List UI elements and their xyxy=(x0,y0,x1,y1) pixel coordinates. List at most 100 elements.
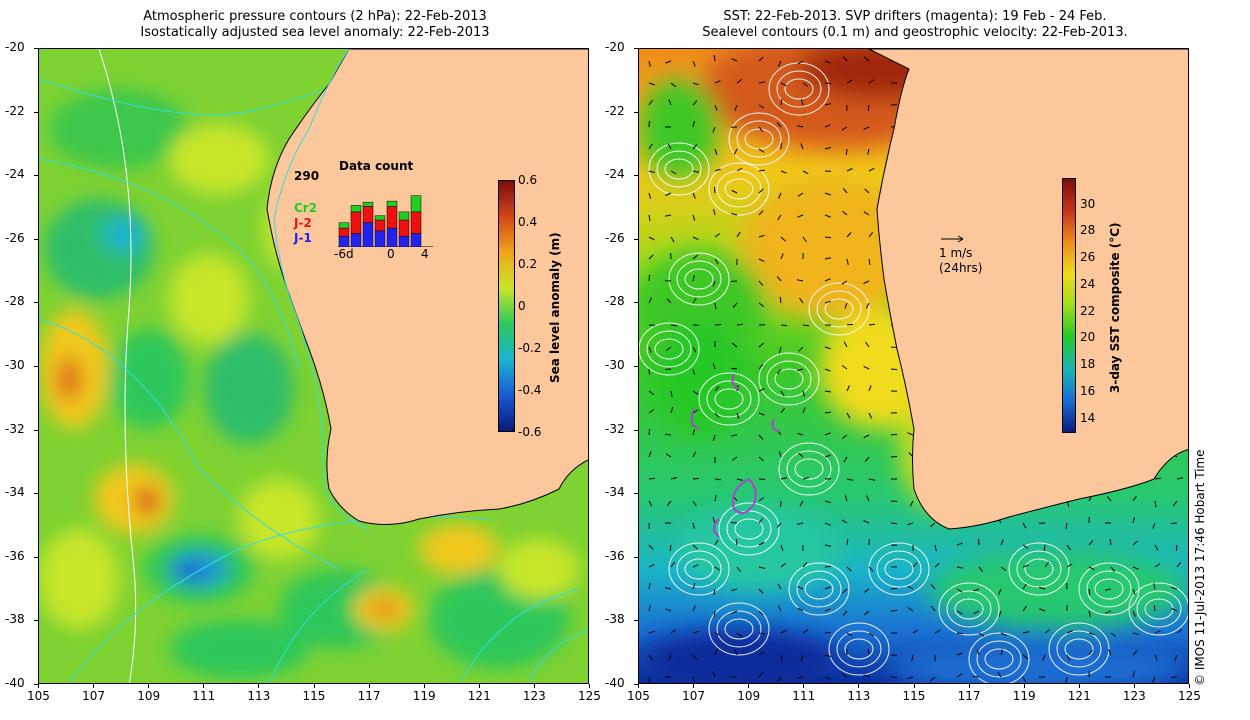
velocity-arrow xyxy=(1044,561,1050,568)
velocity-arrow xyxy=(714,80,721,84)
latitude-label: -28 xyxy=(5,294,25,309)
velocity-arrow xyxy=(868,258,871,265)
velocity-arrow xyxy=(669,544,672,551)
latitude-tick xyxy=(634,302,638,304)
velocity-arrow xyxy=(736,412,740,419)
velocity-arrow xyxy=(758,388,765,392)
longitude-tick xyxy=(968,684,970,688)
velocity-arrow xyxy=(648,563,655,568)
latitude-label: -30 xyxy=(5,358,25,372)
velocity-arrow xyxy=(824,586,831,590)
velocity-arrow xyxy=(648,630,655,634)
sealevel-contour xyxy=(724,618,754,640)
velocity-arrow xyxy=(692,429,696,436)
latitude-tick xyxy=(34,302,38,304)
sealevel-contour xyxy=(684,558,714,580)
legend-cr2: Cr2 xyxy=(294,201,318,215)
velocity-arrow xyxy=(670,629,677,634)
velocity-arrow xyxy=(797,676,804,679)
velocity-arrow xyxy=(665,214,672,217)
velocity-arrow xyxy=(846,385,850,392)
velocity-arrow xyxy=(973,588,980,592)
sealevel-contour xyxy=(1136,590,1182,628)
latitude-label: -26 xyxy=(605,230,625,245)
longitude-tick xyxy=(1189,684,1190,688)
latitude-label: -24 xyxy=(605,167,625,182)
sealevel-contour xyxy=(788,562,850,616)
right-title-line2: Sealevel contours (0.1 m) and geostrophi… xyxy=(702,25,1128,40)
latitude-tick xyxy=(634,429,638,431)
velocity-arrow xyxy=(692,60,696,67)
velocity-arrow xyxy=(777,605,782,612)
velocity-arrow xyxy=(1088,566,1095,571)
velocity-arrow xyxy=(797,368,804,372)
longitude-label: 115 xyxy=(902,689,926,703)
sealevel-contour xyxy=(654,338,684,360)
velocity-arrow xyxy=(802,82,809,87)
longitude-tick xyxy=(858,684,860,688)
sealevel-contour xyxy=(804,578,834,600)
velocity-arrow xyxy=(758,210,764,216)
velocity-arrow xyxy=(956,566,963,569)
longitude-label: 125 xyxy=(1178,689,1201,703)
velocity-arrow xyxy=(670,477,677,480)
velocity-arrow xyxy=(798,452,804,458)
sealevel-contour xyxy=(766,360,812,398)
velocity-arrow xyxy=(1039,608,1046,612)
velocity-arrow xyxy=(1174,654,1178,661)
velocity-arrow xyxy=(731,189,738,194)
longitude-label: 107 xyxy=(82,689,105,703)
velocity-arrow xyxy=(648,143,653,150)
velocity-arrow xyxy=(648,409,655,414)
latitude-label: -36 xyxy=(605,548,625,563)
velocity-arrow xyxy=(758,81,765,84)
velocity-arrow xyxy=(863,520,870,524)
velocity-arrow xyxy=(824,676,831,680)
velocity-arrow xyxy=(780,629,787,634)
legend-j1: J-1 xyxy=(294,231,312,245)
velocity-arrow xyxy=(1022,654,1029,660)
velocity-arrow xyxy=(868,478,876,481)
velocity-arrow xyxy=(714,386,720,392)
velocity-arrow xyxy=(758,364,764,370)
velocity-arrow xyxy=(736,632,743,637)
velocity-arrow xyxy=(714,168,721,172)
velocity-arrow xyxy=(934,562,940,568)
latitude-tick xyxy=(34,366,38,367)
inset-bar-segment-j2 xyxy=(398,219,410,237)
velocity-arrow xyxy=(712,363,716,370)
velocity-arrow xyxy=(780,253,784,260)
latitude-tick xyxy=(34,238,38,240)
velocity-arrow xyxy=(692,676,695,683)
latitude-label: -24 xyxy=(5,167,25,182)
velocity-arrow xyxy=(824,236,832,239)
velocity-arrow xyxy=(929,522,936,528)
velocity-arrow xyxy=(824,300,831,304)
velocity-arrow xyxy=(1176,477,1183,480)
latitude-label: -38 xyxy=(5,612,25,627)
velocity-arrow xyxy=(648,346,652,353)
velocity-arrow xyxy=(648,297,653,304)
velocity-arrow xyxy=(736,323,743,326)
latitude-tick xyxy=(634,620,638,622)
latitude-tick xyxy=(34,111,38,113)
velocity-arrow xyxy=(758,632,765,635)
latitude-tick xyxy=(634,175,638,177)
velocity-arrow xyxy=(890,676,898,679)
velocity-arrow xyxy=(648,82,655,86)
velocity-arrow xyxy=(735,538,738,546)
velocity-arrow xyxy=(758,434,764,440)
longitude-label: 119 xyxy=(412,689,436,703)
velocity-arrow xyxy=(780,390,785,397)
right-map-title: SST: 22-Feb-2013. SVP drifters (magenta)… xyxy=(640,9,1190,41)
sst-colorbar-label: 3-day SST composite (°C) xyxy=(1108,222,1122,393)
velocity-arrow xyxy=(692,297,697,304)
velocity-arrow xyxy=(912,629,919,634)
colorbar-tick-label: 28 xyxy=(1080,223,1096,238)
velocity-arrow xyxy=(1088,649,1093,656)
velocity-arrow xyxy=(1042,654,1046,661)
velocity-arrow xyxy=(734,649,738,656)
longitude-label: 117 xyxy=(357,689,381,703)
sealevel-contour xyxy=(816,290,862,328)
velocity-arrow xyxy=(758,588,764,594)
